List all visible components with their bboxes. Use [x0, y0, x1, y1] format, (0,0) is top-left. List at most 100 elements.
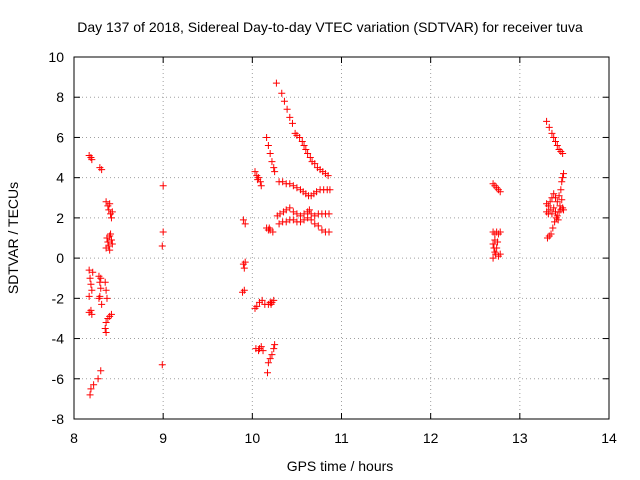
- data-point: [496, 188, 504, 196]
- y-tick-label: -4: [52, 331, 65, 347]
- data-point: [108, 208, 116, 216]
- axis-ticks: 8 9 10 11 12 13 14 -8 -6 -4 -2 0 2 4 6 8 10: [48, 49, 617, 446]
- data-point: [97, 284, 105, 292]
- data-point: [269, 228, 277, 236]
- data-point: [259, 347, 267, 355]
- data-point: [251, 168, 259, 176]
- data-point: [313, 188, 321, 196]
- data-point: [546, 206, 554, 214]
- x-tick-label: 13: [512, 430, 528, 446]
- data-point: [266, 150, 274, 158]
- data-point: [548, 129, 556, 137]
- data-point: [286, 113, 294, 121]
- data-point: [240, 286, 248, 294]
- x-tick-label: 10: [245, 430, 261, 446]
- data-point: [253, 302, 261, 310]
- data-point: [496, 228, 504, 236]
- y-tick-label: 4: [56, 170, 64, 186]
- data-point: [239, 216, 247, 224]
- data-point: [293, 210, 301, 218]
- data-point: [102, 198, 110, 206]
- data-point: [489, 254, 497, 262]
- data-point: [293, 184, 301, 192]
- data-point: [88, 156, 96, 164]
- data-point: [307, 210, 315, 218]
- data-point: [558, 178, 566, 186]
- data-point: [272, 79, 280, 87]
- y-tick-label: -6: [52, 371, 65, 387]
- data-point: [554, 216, 562, 224]
- data-point: [311, 212, 319, 220]
- data-points: [85, 79, 568, 399]
- data-point: [85, 266, 93, 274]
- data-point: [265, 224, 273, 232]
- data-point: [553, 141, 561, 149]
- data-point: [307, 216, 315, 224]
- x-tick-label: 14: [601, 430, 617, 446]
- data-point: [280, 97, 288, 105]
- data-point: [97, 367, 105, 375]
- data-point: [101, 325, 109, 332]
- data-point: [89, 268, 97, 276]
- data-point: [560, 170, 568, 178]
- data-point: [318, 226, 326, 234]
- data-point: [102, 286, 110, 294]
- data-point: [300, 141, 308, 149]
- data-point: [268, 351, 276, 359]
- data-point: [158, 242, 166, 250]
- data-point: [555, 192, 563, 200]
- y-tick-label: 8: [56, 89, 64, 105]
- data-point: [264, 141, 272, 149]
- data-point: [289, 216, 297, 224]
- data-point: [101, 278, 109, 286]
- data-point: [550, 190, 558, 198]
- data-point: [257, 182, 265, 190]
- data-point: [103, 294, 111, 302]
- data-point: [102, 244, 110, 252]
- data-point: [552, 137, 559, 145]
- data-point: [286, 204, 294, 212]
- data-point: [553, 198, 561, 206]
- data-point: [264, 359, 272, 367]
- data-point: [102, 318, 110, 326]
- data-point: [258, 296, 266, 304]
- data-point: [263, 369, 271, 377]
- data-point: [108, 240, 116, 248]
- y-tick-label: 6: [56, 129, 64, 145]
- data-point: [289, 182, 297, 190]
- data-point: [159, 182, 167, 190]
- data-point: [87, 280, 95, 288]
- data-point: [270, 345, 278, 353]
- data-point: [159, 228, 167, 236]
- data-point: [282, 206, 290, 214]
- x-tick-label: 11: [334, 430, 349, 446]
- data-point: [107, 214, 115, 222]
- x-tick-label: 12: [423, 430, 439, 446]
- data-point: [550, 133, 558, 141]
- y-tick-label: 2: [56, 210, 64, 226]
- chart-title: Day 137 of 2018, Sidereal Day-to-day VTE…: [77, 19, 583, 35]
- data-point: [496, 250, 504, 258]
- data-point: [489, 240, 497, 248]
- data-point: [266, 355, 274, 363]
- y-tick-label: 0: [56, 250, 64, 266]
- data-point: [279, 178, 287, 186]
- data-point: [105, 206, 113, 214]
- data-point: [557, 186, 565, 194]
- data-point: [276, 210, 284, 218]
- data-point: [543, 117, 551, 125]
- data-point: [106, 246, 114, 254]
- data-point: [300, 210, 308, 218]
- data-point: [241, 220, 249, 228]
- data-point: [304, 150, 312, 158]
- data-point: [325, 210, 333, 218]
- data-point: [86, 391, 94, 399]
- y-axis-label: SDTVAR / TECUs: [5, 182, 21, 294]
- data-point: [544, 202, 552, 210]
- y-tick-label: -2: [52, 290, 65, 306]
- data-point: [102, 329, 110, 337]
- data-point: [268, 158, 276, 166]
- data-point: [94, 375, 102, 383]
- data-point: [288, 119, 296, 127]
- data-point: [240, 264, 248, 272]
